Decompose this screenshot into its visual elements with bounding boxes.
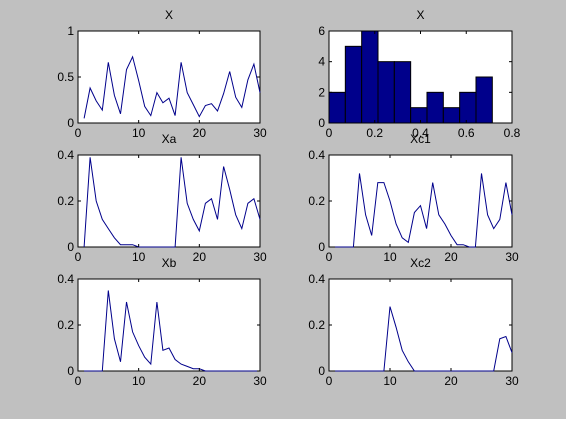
x-tick-label: 0.8 (504, 126, 521, 140)
series-line (335, 173, 513, 248)
x-tick-label: 30 (253, 374, 267, 388)
x-tick-label: 20 (193, 250, 207, 264)
series-line (83, 157, 261, 248)
series-line (335, 306, 513, 372)
x-tick-label: 0 (75, 250, 82, 264)
x-tick-label: 20 (193, 126, 207, 140)
histogram-bar (361, 30, 379, 124)
x-tick-label: 30 (505, 374, 519, 388)
x-tick-label: 10 (132, 126, 146, 140)
x-tick-label: 10 (383, 250, 397, 264)
y-tick-label: 0.5 (57, 70, 74, 84)
histogram-bar (442, 107, 461, 124)
x-tick-label: 20 (193, 374, 207, 388)
x-tick-label: 10 (132, 250, 146, 264)
series-line (84, 290, 260, 372)
x-tick-label: 0.2 (366, 126, 383, 140)
y-tick-label: 6 (318, 24, 325, 38)
histogram-bar (377, 61, 395, 124)
subplot-title: Xc1 (410, 132, 431, 146)
histogram-bar (459, 91, 477, 124)
x-tick-label: 0 (326, 126, 333, 140)
x-tick-label: 30 (505, 250, 519, 264)
x-tick-label: 0.6 (458, 126, 475, 140)
axes-box (328, 154, 513, 248)
histogram-bar (344, 45, 363, 124)
subplot-4: 0 10 20 30 0 0.2 0.4 Xc1 (308, 132, 519, 264)
x-tick-label: 20 (444, 374, 458, 388)
y-tick-label: 0 (318, 240, 325, 254)
x-tick-label: 20 (444, 250, 458, 264)
x-tick-label: 10 (132, 374, 146, 388)
y-tick-label: 0 (67, 240, 74, 254)
histogram-bar (393, 61, 412, 124)
x-tick-label: 0 (75, 126, 82, 140)
y-tick-label: 0.2 (57, 318, 74, 332)
histogram-bar (328, 91, 346, 124)
subplot-5: 0 10 20 30 0 0.2 0.4 Xb (57, 256, 267, 388)
y-tick-label: 0.4 (57, 148, 74, 162)
x-tick-label: 10 (383, 374, 397, 388)
x-tick-label: 0 (75, 374, 82, 388)
x-tick-label: 30 (253, 126, 267, 140)
axes-box (328, 278, 513, 372)
y-tick-label: 0.4 (57, 272, 74, 286)
subplot-title: X (165, 8, 173, 22)
subplot-2: 0 0.2 0.4 0.6 0.8 0 2 4 6 X (318, 8, 520, 140)
y-tick-label: 0 (67, 364, 74, 378)
subplot-title: X (416, 8, 424, 22)
x-tick-label: 0 (326, 250, 333, 264)
series-line (83, 55, 261, 119)
x-tick-label: 0 (326, 374, 333, 388)
histogram-bar (410, 107, 428, 124)
y-tick-label: 4 (318, 55, 325, 69)
subplot-title: Xb (162, 256, 177, 270)
axes-box (77, 154, 261, 248)
subplot-6: 0 10 20 30 0 0.2 0.4 Xc2 (308, 256, 519, 388)
y-tick-label: 0.4 (308, 148, 325, 162)
subplot-title: Xa (162, 132, 177, 146)
y-tick-label: 0.2 (57, 194, 74, 208)
histogram-bar (426, 91, 444, 124)
y-tick-label: 0.4 (308, 272, 325, 286)
y-tick-label: 0 (318, 364, 325, 378)
x-tick-label: 0.4 (412, 126, 429, 140)
subplot-3: 0 10 20 30 0 0.2 0.4 Xa (57, 132, 267, 264)
y-tick-label: 0.2 (308, 194, 325, 208)
histogram-bar (475, 76, 493, 124)
axes-box (77, 30, 261, 124)
subplot-title: Xc2 (410, 256, 431, 270)
x-tick-label: 30 (253, 250, 267, 264)
y-tick-label: 0 (67, 116, 74, 130)
subplot-1: 0 10 20 30 0 0.5 1 X (57, 8, 267, 140)
y-tick-label: 0.2 (308, 318, 325, 332)
y-tick-label: 0 (318, 116, 325, 130)
y-tick-label: 1 (67, 24, 74, 38)
y-tick-label: 2 (318, 85, 325, 99)
